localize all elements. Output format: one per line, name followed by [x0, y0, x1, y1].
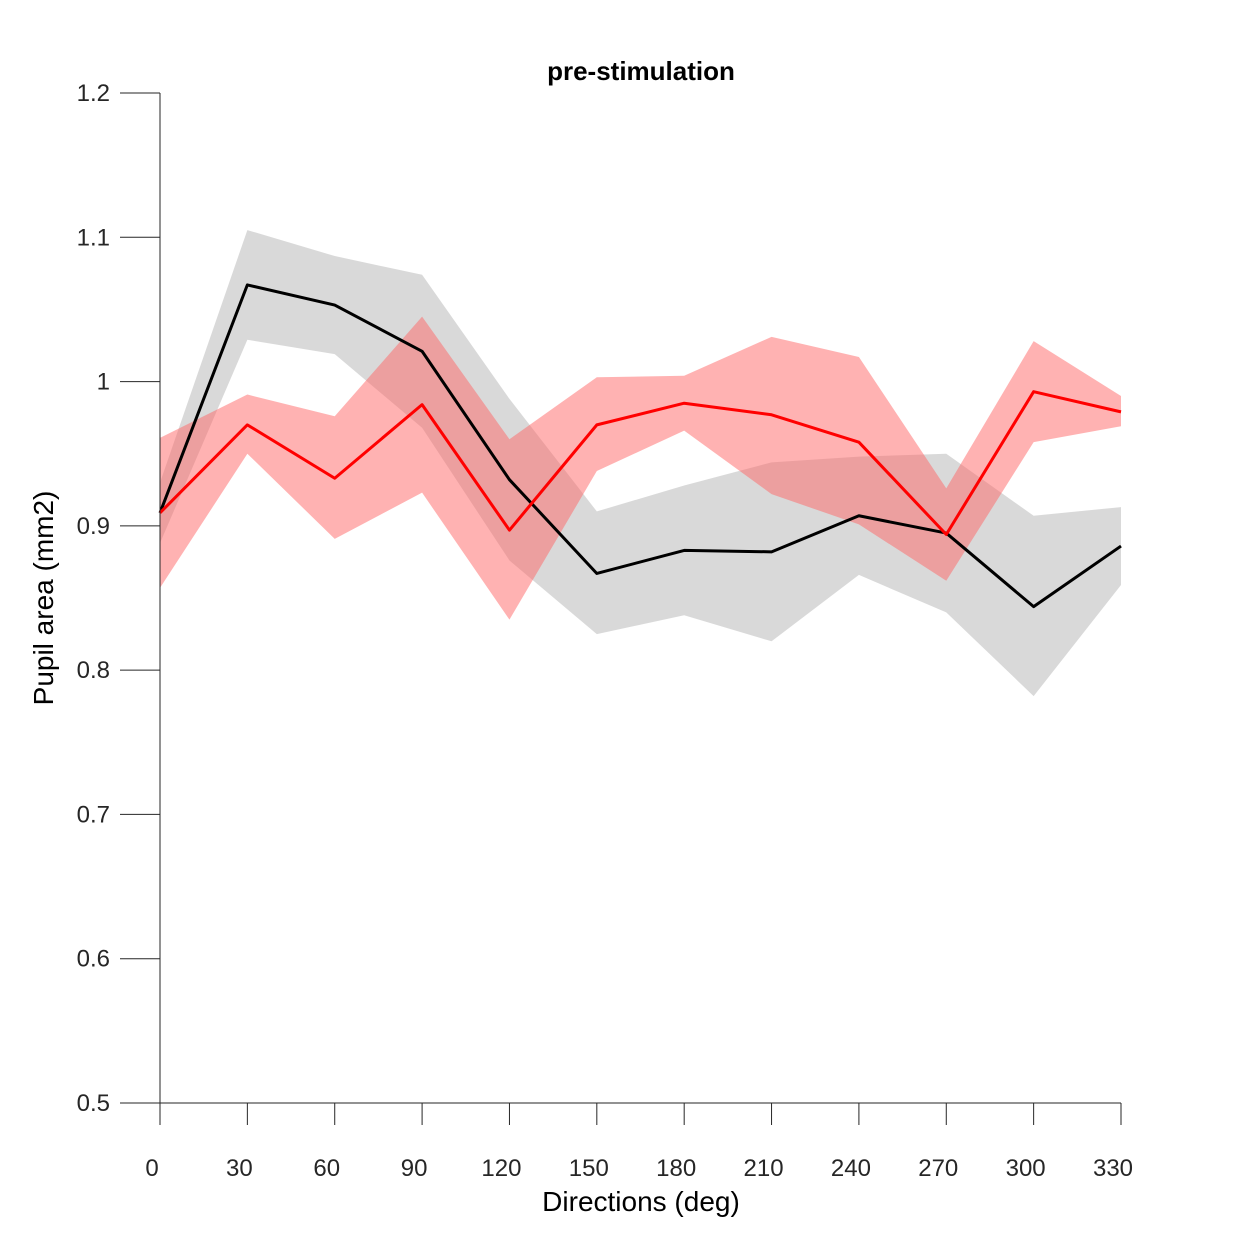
confidence-bands	[160, 230, 1121, 697]
series-1-band	[160, 316, 1121, 620]
x-axis-label: Directions (deg)	[542, 1186, 740, 1217]
y-tick-label: 0.9	[77, 513, 110, 540]
y-tick-label: 1	[97, 369, 110, 396]
series-lines	[158, 283, 1122, 609]
chart-title: pre-stimulation	[547, 56, 735, 86]
x-tick-label: 150	[569, 1155, 609, 1182]
y-tick-label: 1.2	[77, 80, 110, 107]
x-tick-label: 60	[313, 1155, 340, 1182]
x-tick-label: 210	[744, 1155, 784, 1182]
axes: 0.5 0.6 0.7 0.8 0.9 1 1.1 1.2 0 30 60 90 120 150 180 21…	[77, 80, 1133, 1182]
x-tick-label: 300	[1006, 1155, 1046, 1182]
y-axis-label: Pupil area (mm2)	[28, 491, 59, 706]
x-tick-label: 30	[226, 1155, 253, 1182]
x-tick-label: 330	[1093, 1155, 1133, 1182]
x-tick-label: 180	[656, 1155, 696, 1182]
y-tick-label: 0.5	[77, 1090, 110, 1117]
x-tick-label: 240	[831, 1155, 871, 1182]
y-tick-label: 1.1	[77, 224, 110, 251]
x-tick-label: 90	[401, 1155, 428, 1182]
series-1-line	[158, 390, 1122, 537]
x-tick-label: 120	[481, 1155, 521, 1182]
series-0-line	[158, 283, 1122, 609]
x-tick-label: 270	[918, 1155, 958, 1182]
y-tick-label: 0.8	[77, 657, 110, 684]
x-tick-label: 0	[145, 1155, 158, 1182]
y-tick-label: 0.7	[77, 801, 110, 828]
y-tick-label: 0.6	[77, 946, 110, 973]
